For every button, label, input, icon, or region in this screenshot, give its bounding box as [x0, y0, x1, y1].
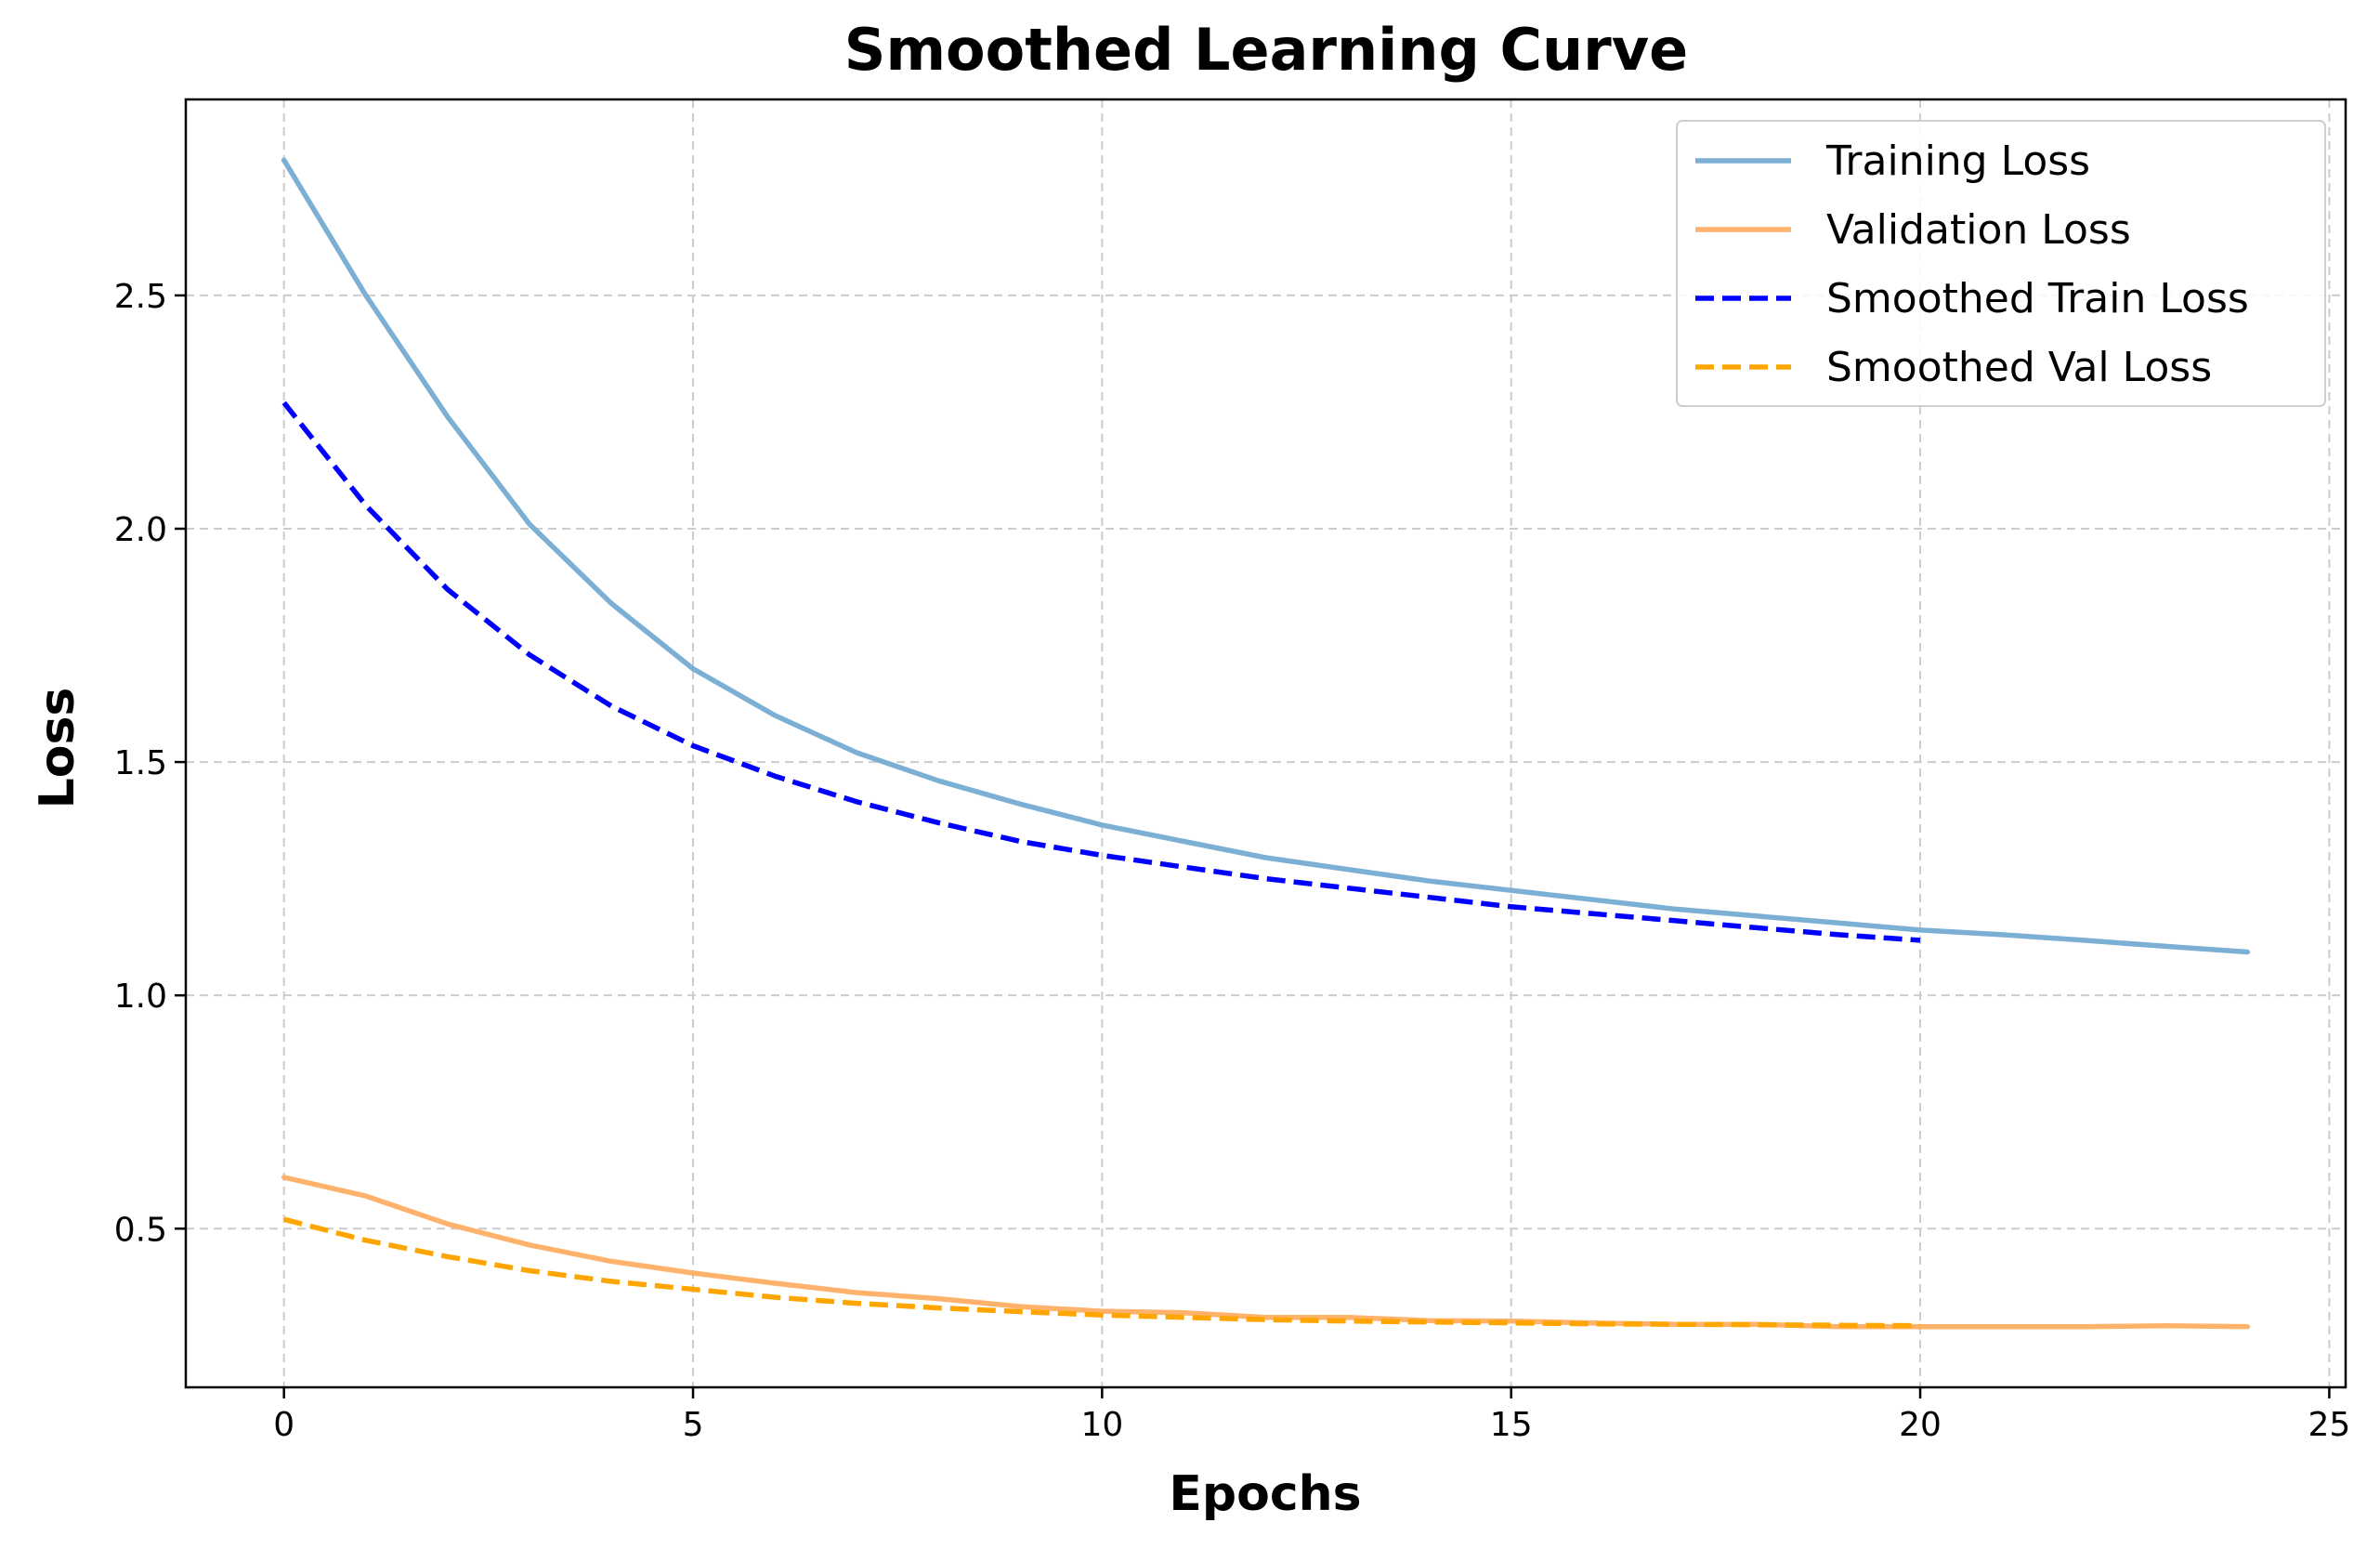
y-tick-label: 2.5 [114, 278, 167, 316]
validation-loss-legend-label: Validation Loss [1826, 206, 2131, 254]
x-tick-label: 20 [1899, 1406, 1942, 1444]
smoothed-train-loss-legend-label: Smoothed Train Loss [1826, 275, 2249, 322]
y-tick-label: 2.0 [114, 511, 167, 549]
y-tick-label: 1.5 [114, 744, 167, 782]
x-tick-label: 15 [1490, 1406, 1533, 1444]
x-axis-label: Epochs [1169, 1466, 1361, 1522]
chart-title: Smoothed Learning Curve [844, 16, 1688, 84]
smoothed-val-loss-legend-label: Smoothed Val Loss [1826, 344, 2212, 391]
training-loss-legend-label: Training Loss [1825, 138, 2090, 185]
x-tick-label: 0 [273, 1406, 294, 1444]
y-tick-label: 1.0 [114, 978, 167, 1016]
x-tick-label: 5 [683, 1406, 704, 1444]
x-tick-label: 25 [2308, 1406, 2350, 1444]
x-tick-label: 10 [1080, 1406, 1123, 1444]
legend: Training Loss Validation Loss Smoothed Tra… [1677, 121, 2325, 406]
y-tick-label: 0.5 [114, 1211, 167, 1249]
y-axis-label: Loss [30, 688, 85, 809]
